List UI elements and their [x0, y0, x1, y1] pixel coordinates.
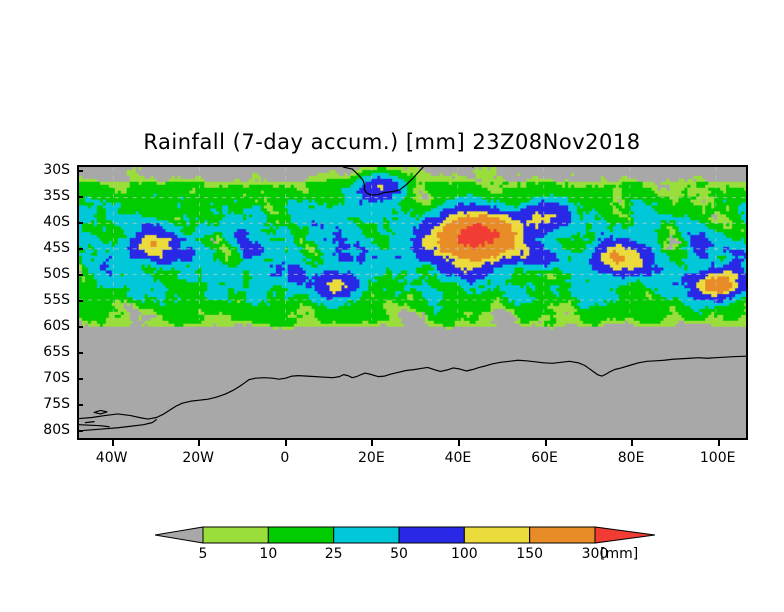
y-axis-tick-label: 65S: [43, 343, 70, 360]
y-axis-tick-mark: [77, 222, 83, 225]
y-axis-tick-mark: [77, 273, 83, 276]
colorbar-swatches: [155, 526, 655, 544]
y-axis-tick-mark: [77, 377, 83, 380]
y-axis-tick-label: 55S: [43, 291, 70, 308]
x-axis-tick-label: 20E: [358, 450, 385, 466]
x-axis-tick-label: 40W: [95, 450, 128, 466]
colorbar-tick-label: 100: [450, 546, 478, 562]
y-axis-tick-mark: [77, 429, 83, 432]
x-axis-tick-label: 100E: [699, 450, 736, 466]
x-axis-tick-mark: [544, 440, 547, 446]
x-axis-tick-label: 80E: [617, 450, 645, 466]
colorbar[interactable]: [mm] 5 10 25 50 100 150 300: [155, 524, 655, 570]
colorbar-swatch: [267, 526, 335, 544]
colorbar-tick-label: 50: [390, 546, 408, 562]
page-title: Rainfall (7-day accum.) [mm] 23Z08Nov201…: [143, 130, 641, 154]
colorbar-swatch: [333, 526, 400, 544]
colorbar-swatch: [398, 526, 465, 544]
y-axis-tick-mark: [77, 196, 83, 199]
colorbar-under-arrow: [155, 526, 204, 544]
rainfall-raster: [79, 167, 746, 438]
y-axis-tick-label: 50S: [43, 265, 70, 282]
colorbar-units-label: [mm]: [600, 546, 639, 562]
colorbar-swatch: [529, 526, 596, 544]
y-axis-tick-mark: [77, 403, 83, 406]
colorbar-swatch: [463, 526, 531, 544]
colorbar-tick-label: 5: [198, 546, 208, 562]
y-axis-tick-label: 35S: [43, 188, 70, 205]
x-axis-tick-mark: [717, 440, 720, 446]
y-axis-tick-label: 70S: [43, 369, 70, 386]
y-axis-tick-label: 45S: [43, 240, 70, 257]
colorbar-tick-label: 300: [581, 546, 609, 562]
y-axis: 30S 35S 40S 45S 50S 55S 60S 65S 70S 75S 80S: [0, 162, 70, 440]
x-axis: 40W 20W 0 20E 40E 60E 80E 100E: [77, 440, 748, 470]
y-axis-tick-mark: [77, 351, 83, 354]
x-axis-tick-mark: [284, 440, 287, 446]
x-axis-tick-label: 20W: [182, 450, 215, 466]
y-axis-tick-label: 80S: [43, 421, 70, 438]
y-axis-tick-mark: [77, 248, 83, 251]
x-axis-tick-mark: [371, 440, 374, 446]
colorbar-swatch: [202, 526, 269, 544]
x-axis-tick-mark: [111, 440, 114, 446]
colorbar-over-arrow: [594, 526, 655, 544]
y-axis-tick-mark: [77, 299, 83, 302]
y-axis-tick-mark: [77, 325, 83, 328]
y-axis-tick-label: 30S: [43, 162, 70, 179]
x-axis-tick-mark: [198, 440, 201, 446]
y-axis-tick-label: 60S: [43, 317, 70, 334]
y-axis-tick-mark: [77, 170, 83, 173]
y-axis-tick-label: 40S: [43, 214, 70, 231]
x-axis-tick-mark: [631, 440, 634, 446]
colorbar-tick-label: 150: [516, 546, 544, 562]
map-panel[interactable]: [77, 165, 748, 440]
colorbar-tick-label: 10: [259, 546, 278, 562]
y-axis-tick-label: 75S: [43, 395, 70, 412]
x-axis-tick-label: 0: [280, 450, 290, 466]
colorbar-tick-label: 25: [324, 546, 343, 562]
x-axis-tick-label: 60E: [531, 450, 558, 466]
x-axis-tick-mark: [457, 440, 460, 446]
x-axis-tick-label: 40E: [444, 450, 472, 466]
